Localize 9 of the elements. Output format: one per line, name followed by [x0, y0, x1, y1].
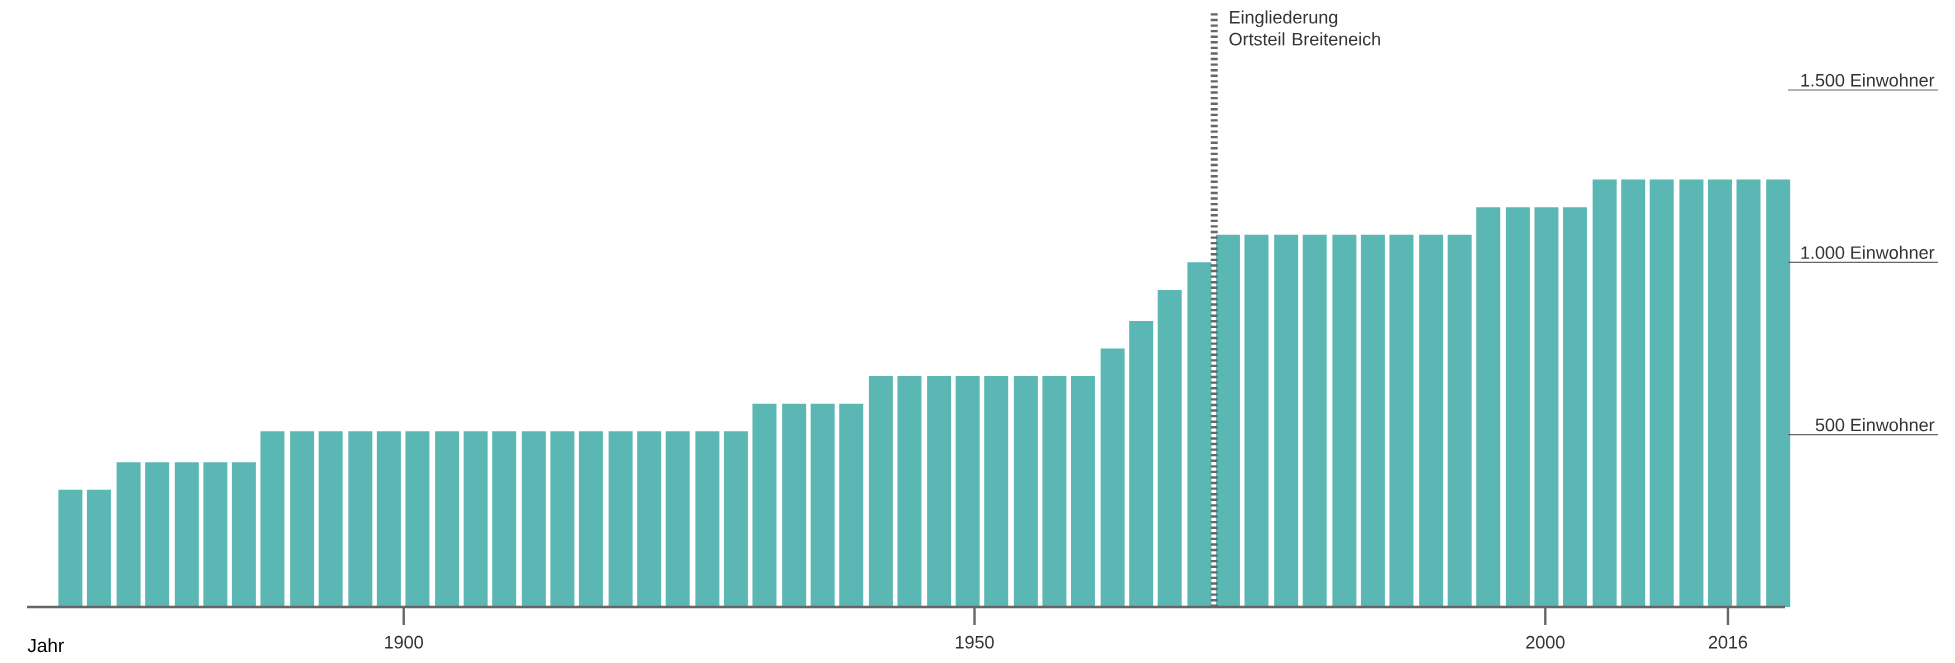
ref-line-label: Eingliederung Ortsteil Breiteneich — [1229, 10, 1380, 46]
x-axis-title: Jahr — [27, 638, 64, 653]
y-tick-label: 500 Einwohner — [1815, 418, 1935, 432]
x-tick-label: 1900 — [385, 635, 423, 649]
x-tick-label: 2000 — [1526, 635, 1565, 649]
y-tick-label: 1.500 Einwohner — [1801, 73, 1935, 87]
x-tick-label: 1950 — [955, 635, 994, 649]
x-tick-label: 2016 — [1708, 635, 1748, 649]
y-tick-label: 1.000 Einwohner — [1801, 245, 1935, 259]
